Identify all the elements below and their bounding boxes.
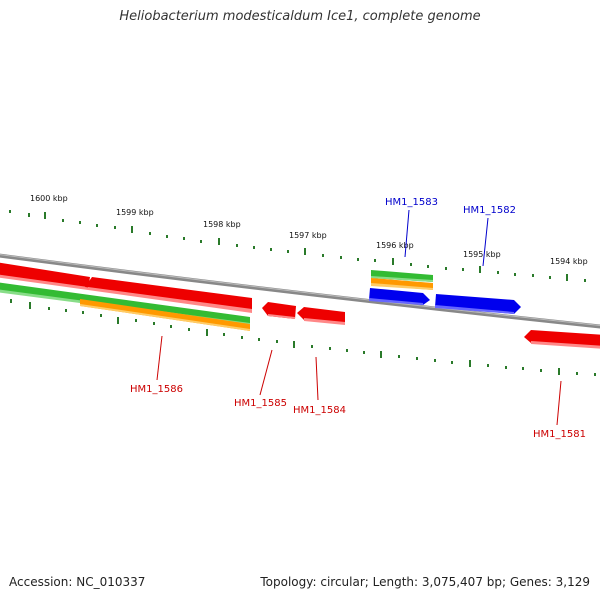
gene-hm1-1585-shape [262, 302, 296, 319]
gene-label-hm1-1586: HM1_1586 [130, 384, 183, 395]
inner-tick-row [10, 299, 596, 376]
gene-hm1-1584-shape [297, 307, 345, 325]
ruler-labels: 1600 kbp 1599 kbp 1598 kbp 1597 kbp 1596… [30, 194, 588, 266]
gene-label-hm1-1583: HM1_1583 [385, 197, 438, 208]
ruler-label-1595: 1595 kbp [463, 250, 501, 259]
gene-red-left-1 [0, 262, 90, 290]
feature-orange-right [371, 278, 433, 290]
map-title: Heliobacterium modesticaldum Ice1, compl… [119, 9, 481, 24]
genome-summary-text: Topology: circular; Length: 3,075,407 bp… [260, 575, 590, 589]
gene-hm1-1583-shape [369, 288, 430, 305]
gene-hm1-1582-shape [435, 294, 521, 314]
gene-red-left-2 [85, 277, 252, 313]
genome-backbone [0, 253, 600, 329]
feature-orange-left [80, 299, 250, 331]
ruler-label-1594: 1594 kbp [550, 257, 588, 266]
gene-label-hm1-1584: HM1_1584 [293, 405, 346, 416]
leader-lines [156, 209, 562, 426]
gene-label-hm1-1585: HM1_1585 [234, 398, 287, 409]
gene-label-hm1-1581: HM1_1581 [533, 429, 586, 440]
gene-labels: HM1_1583 HM1_1582 HM1_1586 HM1_1585 HM1_… [130, 197, 586, 440]
feature-green-right [371, 270, 433, 282]
gene-hm1-1581-shape [524, 330, 600, 349]
ruler-label-1597: 1597 kbp [289, 231, 327, 240]
ruler-label-1596: 1596 kbp [376, 241, 414, 250]
ruler-label-1600: 1600 kbp [30, 194, 68, 203]
accession-text: Accession: NC_010337 [9, 575, 146, 589]
ruler-label-1598: 1598 kbp [203, 220, 241, 229]
ruler-label-1599: 1599 kbp [116, 208, 154, 217]
outer-tick-row [9, 210, 586, 282]
gene-label-hm1-1582: HM1_1582 [463, 205, 516, 216]
